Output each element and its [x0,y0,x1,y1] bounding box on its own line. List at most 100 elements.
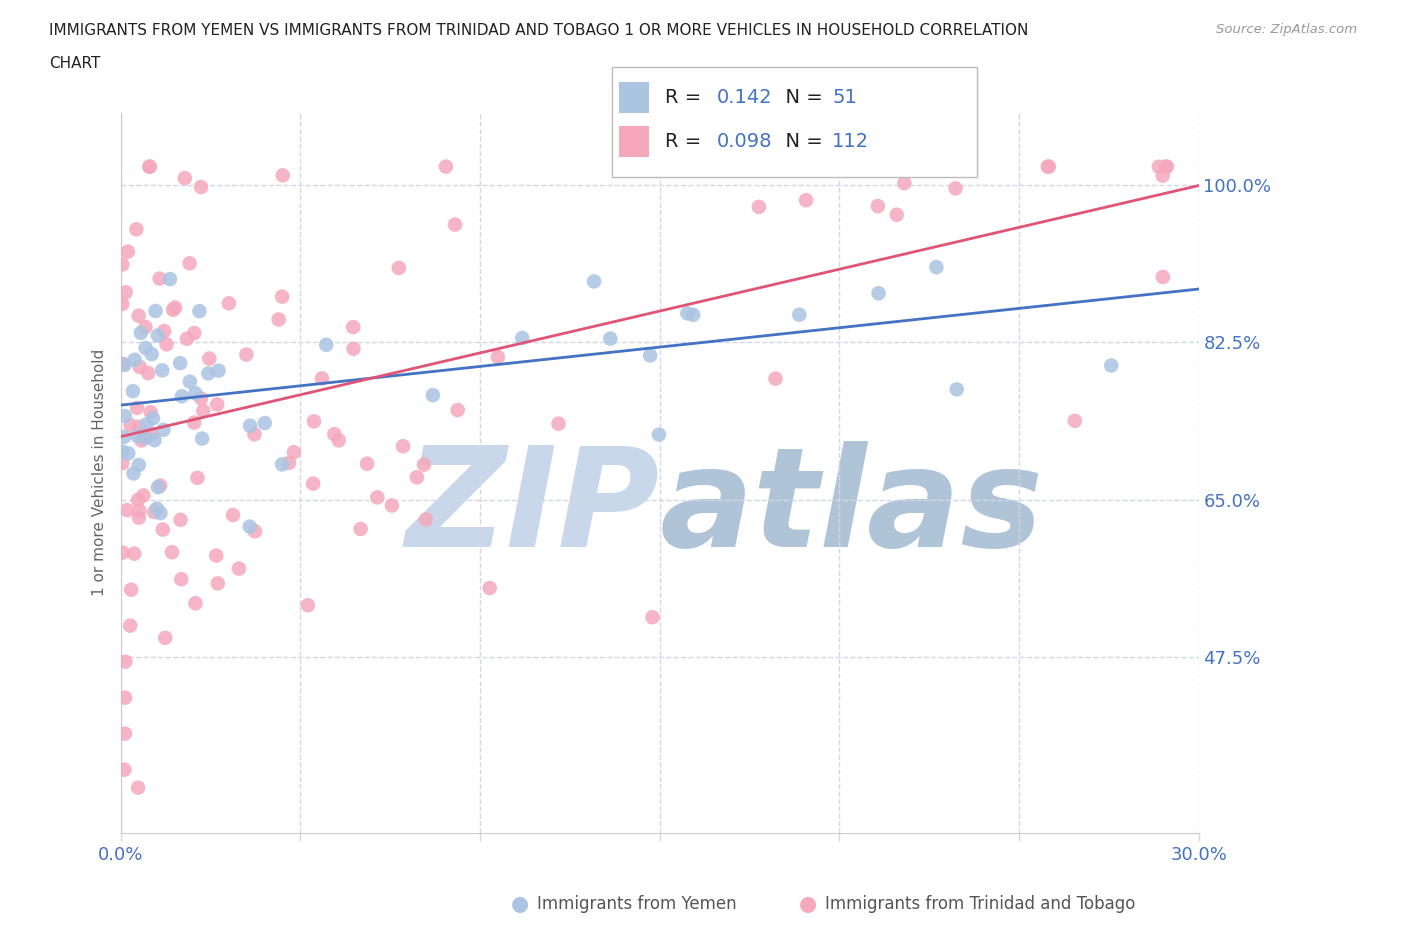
Immigrants from Trinidad and Tobago [302,414,325,429]
Text: ZIP: ZIP [405,441,659,577]
Immigrants from Trinidad and Tobago [190,391,212,405]
Immigrants from Trinidad and Tobago [893,176,915,191]
Immigrants from Yemen [170,389,193,404]
Immigrants from Trinidad and Tobago [218,296,240,311]
Immigrants from Yemen [422,388,444,403]
Immigrants from Trinidad and Tobago [413,458,436,472]
Immigrants from Trinidad and Tobago [117,503,139,518]
Text: 51: 51 [832,88,858,107]
Immigrants from Yemen [207,364,229,379]
Immigrants from Trinidad and Tobago [198,352,221,366]
Immigrants from Trinidad and Tobago [271,168,294,183]
Immigrants from Yemen [648,427,671,442]
Immigrants from Yemen [124,352,146,367]
Immigrants from Yemen [676,306,699,321]
Immigrants from Yemen [134,431,156,445]
Immigrants from Trinidad and Tobago [139,159,162,174]
Immigrants from Trinidad and Tobago [765,371,787,386]
Immigrants from Trinidad and Tobago [111,257,134,272]
Immigrants from Trinidad and Tobago [149,272,172,286]
Immigrants from Yemen [146,501,169,516]
Text: N =: N = [773,132,830,151]
Immigrants from Trinidad and Tobago [302,476,325,491]
Immigrants from Trinidad and Tobago [162,302,184,317]
Immigrants from Trinidad and Tobago [388,260,411,275]
Text: Immigrants from Yemen: Immigrants from Yemen [537,895,737,913]
Text: 112: 112 [832,132,869,151]
Immigrants from Trinidad and Tobago [886,207,908,222]
Y-axis label: 1 or more Vehicles in Household: 1 or more Vehicles in Household [93,349,107,596]
Immigrants from Yemen [239,418,262,433]
Immigrants from Trinidad and Tobago [381,498,404,513]
Immigrants from Trinidad and Tobago [122,546,145,561]
Immigrants from Trinidad and Tobago [170,572,193,587]
Text: ●: ● [512,894,529,914]
Immigrants from Yemen [510,330,533,345]
Immigrants from Trinidad and Tobago [447,403,470,418]
Text: IMMIGRANTS FROM YEMEN VS IMMIGRANTS FROM TRINIDAD AND TOBAGO 1 OR MORE VEHICLES : IMMIGRANTS FROM YEMEN VS IMMIGRANTS FROM… [49,23,1029,38]
Immigrants from Trinidad and Tobago [114,285,136,299]
Immigrants from Trinidad and Tobago [271,289,294,304]
Immigrants from Trinidad and Tobago [328,432,350,447]
Immigrants from Trinidad and Tobago [128,511,150,525]
Immigrants from Yemen [179,374,201,389]
Immigrants from Yemen [149,506,172,521]
Immigrants from Trinidad and Tobago [1156,159,1178,174]
Immigrants from Trinidad and Tobago [945,181,967,196]
Immigrants from Trinidad and Tobago [120,618,142,633]
Immigrants from Trinidad and Tobago [176,331,198,346]
Immigrants from Trinidad and Tobago [111,356,134,371]
Immigrants from Trinidad and Tobago [149,478,172,493]
Immigrants from Yemen [191,432,214,446]
Immigrants from Yemen [122,466,145,481]
Immigrants from Yemen [114,357,136,372]
Immigrants from Trinidad and Tobago [127,492,149,507]
Text: N =: N = [773,88,830,107]
Immigrants from Yemen [128,458,150,472]
Immigrants from Yemen [129,326,152,340]
Immigrants from Trinidad and Tobago [114,654,136,669]
Immigrants from Yemen [787,307,810,322]
Immigrants from Yemen [1099,358,1122,373]
Immigrants from Yemen [188,304,211,319]
Immigrants from Trinidad and Tobago [120,582,142,597]
Immigrants from Yemen [135,417,157,432]
Immigrants from Trinidad and Tobago [205,397,228,412]
Immigrants from Trinidad and Tobago [160,545,183,560]
Immigrants from Trinidad and Tobago [193,404,215,418]
Text: 0.142: 0.142 [717,88,773,107]
Immigrants from Trinidad and Tobago [128,308,150,323]
Immigrants from Trinidad and Tobago [794,193,817,207]
Immigrants from Yemen [117,445,139,460]
Immigrants from Yemen [583,274,606,289]
Immigrants from Yemen [150,363,173,378]
Immigrants from Trinidad and Tobago [152,522,174,537]
Immigrants from Yemen [146,480,169,495]
Immigrants from Yemen [142,411,165,426]
Immigrants from Trinidad and Tobago [748,199,770,214]
Immigrants from Trinidad and Tobago [1152,168,1174,183]
Immigrants from Trinidad and Tobago [243,524,266,538]
Immigrants from Trinidad and Tobago [125,222,148,237]
Text: Source: ZipAtlas.com: Source: ZipAtlas.com [1216,23,1357,36]
Immigrants from Yemen [682,308,704,323]
Immigrants from Trinidad and Tobago [222,508,245,523]
Immigrants from Trinidad and Tobago [311,371,333,386]
Immigrants from Trinidad and Tobago [127,401,149,416]
Immigrants from Yemen [145,303,167,318]
Immigrants from Yemen [197,366,219,381]
Immigrants from Trinidad and Tobago [228,561,250,576]
Immigrants from Trinidad and Tobago [350,522,373,537]
Immigrants from Trinidad and Tobago [405,470,427,485]
Immigrants from Trinidad and Tobago [444,218,467,232]
Immigrants from Trinidad and Tobago [415,512,437,527]
Immigrants from Trinidad and Tobago [207,576,229,591]
Immigrants from Trinidad and Tobago [434,159,457,174]
Immigrants from Trinidad and Tobago [184,596,207,611]
Immigrants from Yemen [122,384,145,399]
Immigrants from Yemen [239,519,262,534]
Text: R =: R = [665,88,707,107]
Text: CHART: CHART [49,56,101,71]
Immigrants from Trinidad and Tobago [356,457,378,472]
Immigrants from Trinidad and Tobago [135,430,157,445]
